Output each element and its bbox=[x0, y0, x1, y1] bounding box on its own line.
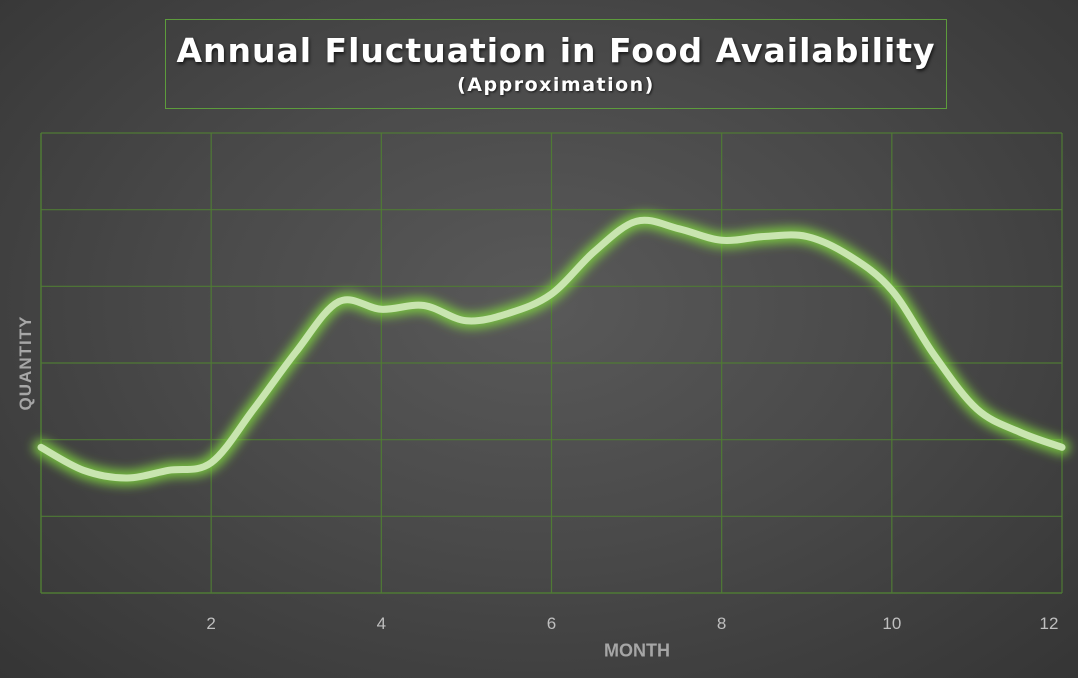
x-tick-label: 2 bbox=[206, 614, 215, 633]
series bbox=[33, 212, 1070, 486]
x-tick-label: 10 bbox=[882, 614, 901, 633]
axes bbox=[40, 133, 1062, 594]
grid bbox=[41, 132, 1063, 593]
series-line bbox=[37, 216, 1066, 482]
x-tick-label: 12 bbox=[1040, 614, 1059, 633]
y-axis-label: QUANTITY bbox=[16, 315, 35, 411]
x-axis-label: MONTH bbox=[604, 640, 670, 661]
title-box: Annual Fluctuation in Food Availability … bbox=[165, 19, 947, 109]
x-tick-label: 6 bbox=[547, 614, 556, 633]
x-tick-labels: 2 4 6 8 10 12 bbox=[206, 614, 1058, 633]
chart-title: Annual Fluctuation in Food Availability bbox=[176, 31, 936, 70]
chart-subtitle: (Approximation) bbox=[457, 74, 655, 96]
x-tick-label: 4 bbox=[377, 614, 386, 633]
x-tick-label: 8 bbox=[717, 614, 726, 633]
